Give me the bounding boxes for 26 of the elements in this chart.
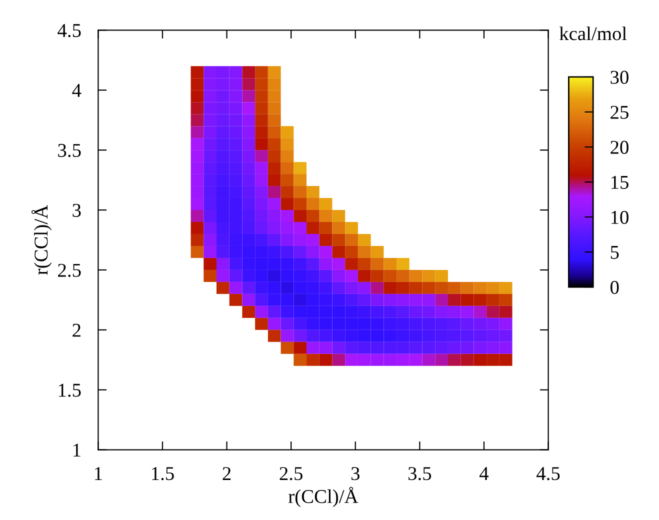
- y-tick-label: 1.5: [58, 384, 81, 397]
- x-axis-title: r(CCl)/Å: [288, 486, 358, 508]
- y-tick-label: 4: [72, 84, 82, 97]
- color-bar-label: 15: [611, 176, 628, 189]
- color-bar-label: 30: [610, 70, 628, 84]
- color-bar-title: kcal/mol: [559, 26, 627, 40]
- y-tick-label: 2: [72, 324, 80, 337]
- x-tick-label: 4.5: [536, 467, 560, 480]
- color-bar-label: 5: [610, 246, 619, 259]
- y-tick-label: 2.5: [58, 264, 81, 277]
- y-axis-title: r(CCl)/Å: [32, 205, 52, 275]
- y-tick-label: 3: [72, 204, 81, 217]
- x-tick-label: 1: [95, 467, 102, 480]
- x-tick-label: 4: [480, 467, 489, 480]
- x-tick-label: 3.5: [408, 467, 432, 480]
- color-bar-label: 20: [610, 140, 628, 154]
- y-tick-label: 4.5: [58, 24, 81, 38]
- y-tick-label: 3.5: [58, 144, 81, 158]
- color-bar-label: 10: [611, 210, 628, 224]
- x-tick-label: 2: [222, 467, 231, 480]
- color-bar-label: 0: [610, 280, 619, 294]
- x-tick-label: 2.5: [280, 467, 302, 480]
- x-tick-label: 1.5: [152, 467, 174, 480]
- x-tick-label: 3: [351, 467, 360, 480]
- color-bar-label: 25: [610, 106, 628, 119]
- y-tick-label: 1: [74, 444, 80, 457]
